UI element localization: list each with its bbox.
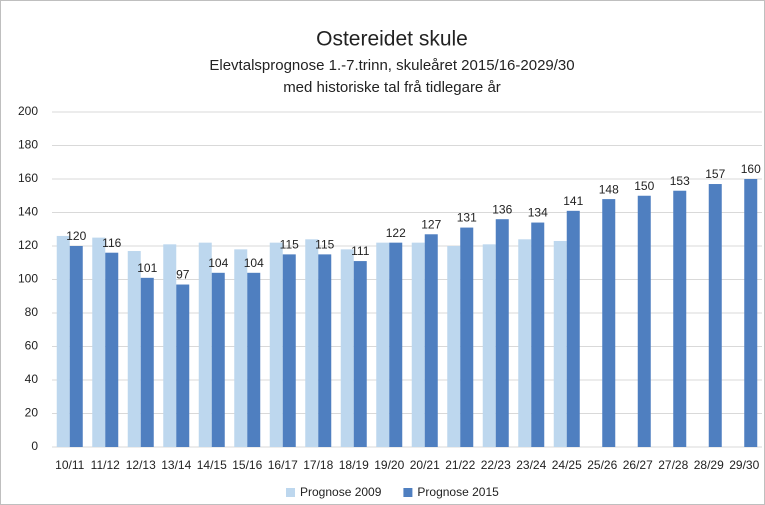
x-tick-label: 11/12 [91, 458, 120, 472]
y-tick-label: 160 [18, 171, 38, 185]
y-tick-label: 40 [25, 372, 39, 386]
data-label: 115 [280, 238, 299, 252]
data-label: 101 [137, 261, 157, 275]
legend-label: Prognose 2015 [417, 485, 499, 499]
x-tick-label: 20/21 [410, 458, 440, 472]
bar [92, 237, 106, 447]
x-tick-label: 25/26 [587, 458, 617, 472]
bar [247, 272, 261, 447]
bar [460, 227, 474, 447]
data-label: 127 [421, 217, 441, 231]
bar [198, 242, 212, 447]
legend-label: Prognose 2009 [300, 485, 382, 499]
data-label: 122 [386, 226, 406, 240]
y-tick-label: 200 [18, 104, 38, 118]
bar [447, 246, 461, 447]
y-tick-label: 20 [25, 406, 39, 420]
bar [602, 199, 616, 447]
data-label: 111 [351, 244, 370, 258]
bar [376, 242, 390, 447]
bar [708, 184, 722, 447]
bar [566, 210, 580, 447]
y-tick-label: 60 [25, 339, 39, 353]
y-tick-label: 180 [18, 138, 38, 152]
data-label: 104 [208, 256, 228, 270]
bar [305, 239, 319, 447]
x-tick-label: 24/25 [552, 458, 582, 472]
data-label: 115 [315, 238, 334, 252]
bar [163, 244, 177, 447]
bar [140, 277, 154, 447]
bar [637, 195, 651, 447]
y-tick-label: 140 [18, 205, 38, 219]
bar [744, 179, 758, 447]
bar [531, 222, 545, 447]
data-label: 97 [176, 268, 190, 282]
bar [105, 252, 119, 447]
x-tick-label: 15/16 [232, 458, 262, 472]
data-label: 134 [528, 206, 548, 220]
chart-subtitle: med historiske tal frå tidlegare år [283, 79, 501, 96]
x-tick-label: 12/13 [126, 458, 156, 472]
bar [353, 261, 367, 447]
bar [234, 249, 248, 447]
bar [211, 272, 225, 447]
bar [673, 190, 687, 447]
x-tick-label: 29/30 [729, 458, 759, 472]
data-label: 116 [102, 236, 121, 250]
data-label: 153 [670, 174, 690, 188]
data-label: 120 [66, 229, 86, 243]
bar [495, 219, 509, 447]
bar [318, 254, 332, 447]
bar [553, 240, 567, 447]
x-tick-label: 23/24 [516, 458, 546, 472]
bar [411, 242, 425, 447]
bar [282, 254, 296, 447]
bar [269, 242, 283, 447]
x-tick-label: 28/29 [694, 458, 724, 472]
data-label: 148 [599, 182, 619, 196]
bar [482, 244, 496, 447]
chart-title: Ostereidet skule [316, 28, 468, 51]
bar [340, 249, 354, 447]
data-label: 141 [563, 194, 583, 208]
data-label: 160 [741, 162, 761, 176]
x-tick-label: 19/20 [374, 458, 404, 472]
x-tick-label: 16/17 [268, 458, 298, 472]
bar [389, 242, 403, 447]
y-tick-label: 0 [31, 439, 38, 453]
bar [127, 251, 141, 447]
data-label: 104 [244, 256, 264, 270]
x-tick-label: 13/14 [161, 458, 191, 472]
x-tick-label: 21/22 [445, 458, 475, 472]
x-tick-label: 14/15 [197, 458, 227, 472]
x-tick-label: 18/19 [339, 458, 369, 472]
x-tick-label: 27/28 [658, 458, 688, 472]
legend-swatch [286, 488, 295, 497]
data-label: 136 [492, 202, 512, 216]
chart-subtitle: Elevtalsprognose 1.-7.trinn, skuleåret 2… [209, 57, 574, 74]
x-tick-label: 17/18 [303, 458, 333, 472]
x-tick-label: 26/27 [623, 458, 653, 472]
bar [69, 246, 83, 447]
x-tick-label: 10/11 [55, 458, 84, 472]
y-tick-label: 80 [25, 305, 39, 319]
y-tick-label: 120 [18, 238, 38, 252]
data-label: 157 [705, 167, 725, 181]
data-label: 150 [634, 179, 654, 193]
y-tick-label: 100 [18, 272, 38, 286]
bar [176, 284, 190, 447]
bar [424, 234, 438, 447]
bar [518, 239, 532, 447]
data-label: 131 [457, 211, 477, 225]
bar [56, 235, 70, 447]
legend-swatch [403, 488, 413, 497]
x-tick-label: 22/23 [481, 458, 511, 472]
